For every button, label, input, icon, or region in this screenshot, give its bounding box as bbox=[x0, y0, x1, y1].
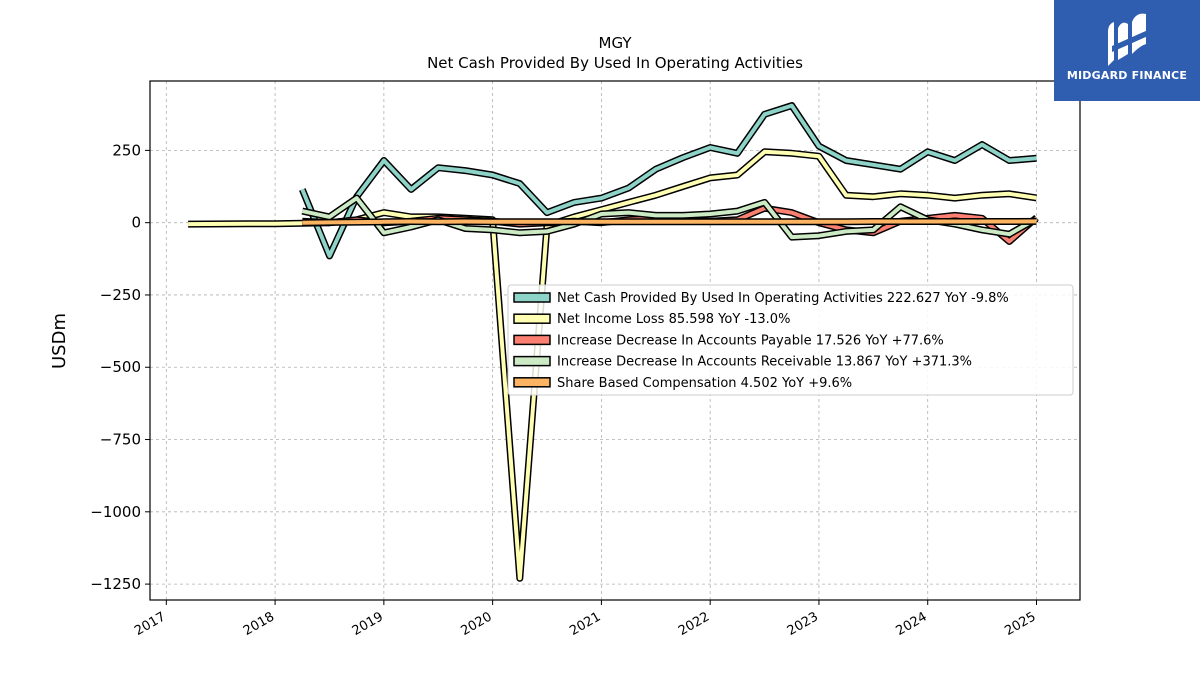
legend-entry: Share Based Compensation 4.502 YoY +9.6% bbox=[557, 376, 852, 391]
legend-entry: Increase Decrease In Accounts Receivable… bbox=[557, 355, 972, 370]
legend-swatch bbox=[513, 292, 551, 303]
legend-swatch bbox=[513, 313, 551, 324]
legend-entry: Net Cash Provided By Used In Operating A… bbox=[557, 291, 1009, 306]
y-tick-label: −250 bbox=[100, 286, 141, 304]
chart-title: MGY bbox=[599, 34, 633, 52]
x-tick-label: 2021 bbox=[567, 609, 603, 639]
chart-subtitle: Net Cash Provided By Used In Operating A… bbox=[427, 54, 803, 72]
x-tick-label: 2022 bbox=[676, 609, 712, 639]
legend-entry: Increase Decrease In Accounts Payable 17… bbox=[557, 333, 944, 348]
x-tick-label: 2023 bbox=[785, 609, 821, 639]
legend: Net Cash Provided By Used In Operating A… bbox=[507, 284, 1074, 396]
legend-swatch bbox=[513, 377, 551, 388]
y-tick-label: −1250 bbox=[90, 575, 141, 593]
y-tick-label: −1000 bbox=[90, 503, 141, 521]
y-tick-label: 0 bbox=[131, 214, 141, 232]
legend-box bbox=[507, 284, 1074, 396]
x-tick-label: 2025 bbox=[1002, 609, 1038, 639]
y-ticks: 250 0 −250 −500 −750 −1000 −1250 bbox=[90, 141, 150, 593]
plot-frame bbox=[149, 80, 1081, 601]
brand-logo: MIDGARD FINANCE bbox=[1054, 0, 1200, 101]
series-outline-net-cash-provided-by-used-in-operating-activities bbox=[299, 102, 1037, 260]
x-tick-label: 2019 bbox=[350, 609, 386, 639]
x-tick-label: 2018 bbox=[241, 609, 277, 639]
logo-text: MIDGARD FINANCE bbox=[1066, 69, 1188, 82]
y-axis-label: USDm bbox=[49, 313, 70, 369]
x-tick-label: 2017 bbox=[132, 609, 168, 639]
legend-swatch bbox=[513, 334, 551, 346]
legend-swatch bbox=[513, 355, 551, 367]
series-layer bbox=[188, 102, 1039, 582]
legend-entry: Net Income Loss 85.598 YoY -13.0% bbox=[557, 312, 790, 327]
x-tick-label: 2020 bbox=[458, 609, 494, 639]
x-ticks: 2017 2018 2019 2020 2021 2022 2023 2024 2025 bbox=[132, 600, 1038, 639]
series-line-share-based-compensation bbox=[302, 219, 1037, 225]
x-tick-label: 2024 bbox=[894, 609, 930, 639]
y-tick-label: −500 bbox=[100, 358, 141, 376]
series-line-net-cash-provided-by-used-in-operating-activities bbox=[300, 103, 1037, 258]
logo-mark-icon bbox=[1108, 13, 1148, 66]
y-tick-label: 250 bbox=[112, 141, 141, 159]
y-tick-label: −750 bbox=[100, 431, 141, 449]
